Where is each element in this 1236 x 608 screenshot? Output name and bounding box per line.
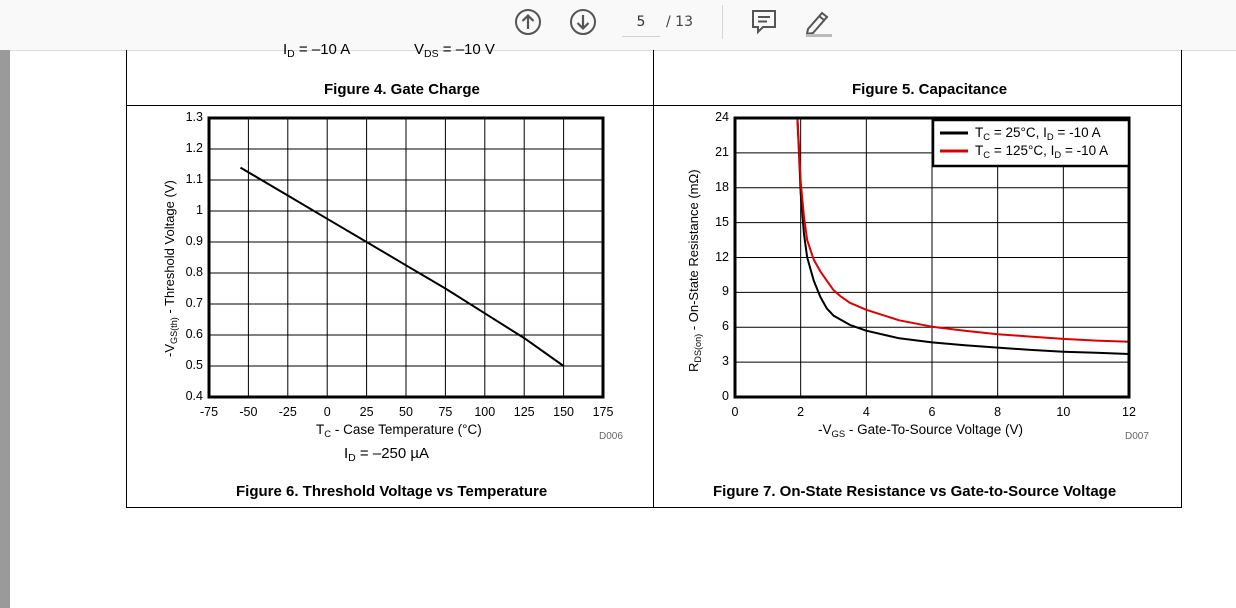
- fig7-x-tick-label: 4: [862, 405, 870, 419]
- frame-bottom: [126, 507, 1182, 508]
- fig7-legend-label-25c: TC = 25°C, ID = -10 A: [975, 125, 1101, 143]
- fig7-code: D007: [1125, 431, 1149, 442]
- fig6-x-tick-label: -25: [278, 405, 297, 419]
- pdf-toolbar: 5 / 13: [0, 0, 1236, 51]
- fig6-y-tick-label: 1.3: [185, 110, 203, 124]
- fig7-y-tick-label: 15: [715, 214, 729, 229]
- fig7-legend-box: [931, 118, 1131, 168]
- fig7-x-tick-label: 6: [928, 405, 936, 419]
- fig6-x-axis-label: TC - Case Temperature (°C): [316, 422, 482, 440]
- fig7-y-tick-label: 0: [722, 389, 729, 403]
- arrow-up-circle-icon: [515, 9, 541, 35]
- fig6-y-tick-label: 0.4: [185, 389, 203, 403]
- fig6-y-tick-label: 1: [196, 203, 203, 217]
- fig6-x-tick-label: 75: [438, 405, 453, 419]
- id-condition-fragment: ID = –10 A: [283, 41, 351, 60]
- fig7-x-tick-label: 10: [1056, 405, 1071, 419]
- fig7-series-line-0: [796, 117, 1130, 355]
- fig6-y-tick-label: 1.2: [185, 141, 203, 155]
- draw-button[interactable]: [803, 7, 833, 37]
- fig6-y-tick-label: 1.1: [185, 172, 203, 186]
- fig6-x-tick-label: 25: [359, 405, 374, 419]
- fig7-x-tick-label: 0: [731, 405, 739, 419]
- fig6-plot-frame: [207, 116, 605, 399]
- fig6-x-tick-label: 125: [513, 405, 535, 419]
- fig4-caption: Figure 4. Gate Charge: [324, 81, 480, 98]
- fig7-y-tick-label: 12: [715, 249, 729, 264]
- vds-condition-fragment: VDS = –10 V: [414, 41, 495, 60]
- fig7-y-tick-label: 18: [715, 179, 729, 194]
- fig6-y-tick-label: 0.5: [185, 358, 203, 372]
- fig6-series-line-0: [239, 166, 565, 367]
- fig7-x-tick-label: 2: [797, 405, 805, 419]
- fig7-x-axis-label: -VGS - Gate-To-Source Voltage (V): [818, 422, 1023, 440]
- row-divider: [126, 105, 1182, 106]
- fig7-y-axis-label: RDS(on) - On-State Resistance (mΩ): [686, 169, 703, 372]
- fig6-y-tick-label: 0.7: [185, 296, 203, 310]
- fig7-x-tick-label: 8: [994, 405, 1002, 419]
- fig6-y-tick-label: 0.8: [185, 265, 203, 279]
- fig6-y-tick-label: 0.9: [185, 234, 203, 248]
- fig7-x-tick-label: 12: [1122, 405, 1136, 419]
- fig7-y-tick-label: 3: [722, 354, 729, 369]
- page-total: / 13: [666, 14, 693, 30]
- fig6-x-tick-label: -50: [239, 405, 258, 419]
- fig7-caption: Figure 7. On-State Resistance vs Gate-to…: [713, 483, 1117, 500]
- frame-right: [1181, 50, 1182, 508]
- next-page-button[interactable]: [568, 7, 598, 37]
- fig6-x-tick-label: 100: [474, 405, 496, 419]
- fig6-x-tick-label: 150: [553, 405, 575, 419]
- fig7-legend-label-125c: TC = 125°C, ID = -10 A: [975, 143, 1109, 161]
- fig6-x-tick-label: 0: [323, 405, 331, 419]
- arrow-down-circle-icon: [570, 9, 596, 35]
- fig6-x-tick-label: 50: [399, 405, 413, 419]
- comment-icon: [752, 10, 776, 35]
- previous-page-button[interactable]: [513, 7, 543, 37]
- scrollbar-left[interactable]: [0, 50, 10, 608]
- comment-button[interactable]: [749, 7, 779, 37]
- fig7-y-tick-label: 21: [715, 144, 729, 159]
- fig6-caption: Figure 6. Threshold Voltage vs Temperatu…: [236, 483, 548, 500]
- fig7-y-tick-label: 24: [715, 110, 729, 124]
- fig6-x-tick-label: 175: [592, 405, 614, 419]
- fig6-code: D006: [599, 431, 623, 442]
- fig5-caption: Figure 5. Capacitance: [852, 81, 1008, 98]
- fig6-condition: ID = –250 µA: [344, 445, 430, 464]
- page-number-input[interactable]: 5: [622, 10, 660, 37]
- frame-middle: [653, 50, 654, 508]
- toolbar-divider: [722, 5, 723, 39]
- fig6-x-tick-label: -75: [199, 405, 219, 419]
- fig7-y-tick-label: 9: [722, 284, 729, 299]
- frame-left: [126, 50, 127, 508]
- fig6-y-tick-label: 0.6: [185, 327, 203, 341]
- fig7-y-tick-label: 6: [722, 319, 729, 334]
- fig7-series-line-1: [796, 117, 1130, 343]
- pen-icon: [805, 11, 832, 37]
- fig7-plot-frame: [733, 116, 1131, 399]
